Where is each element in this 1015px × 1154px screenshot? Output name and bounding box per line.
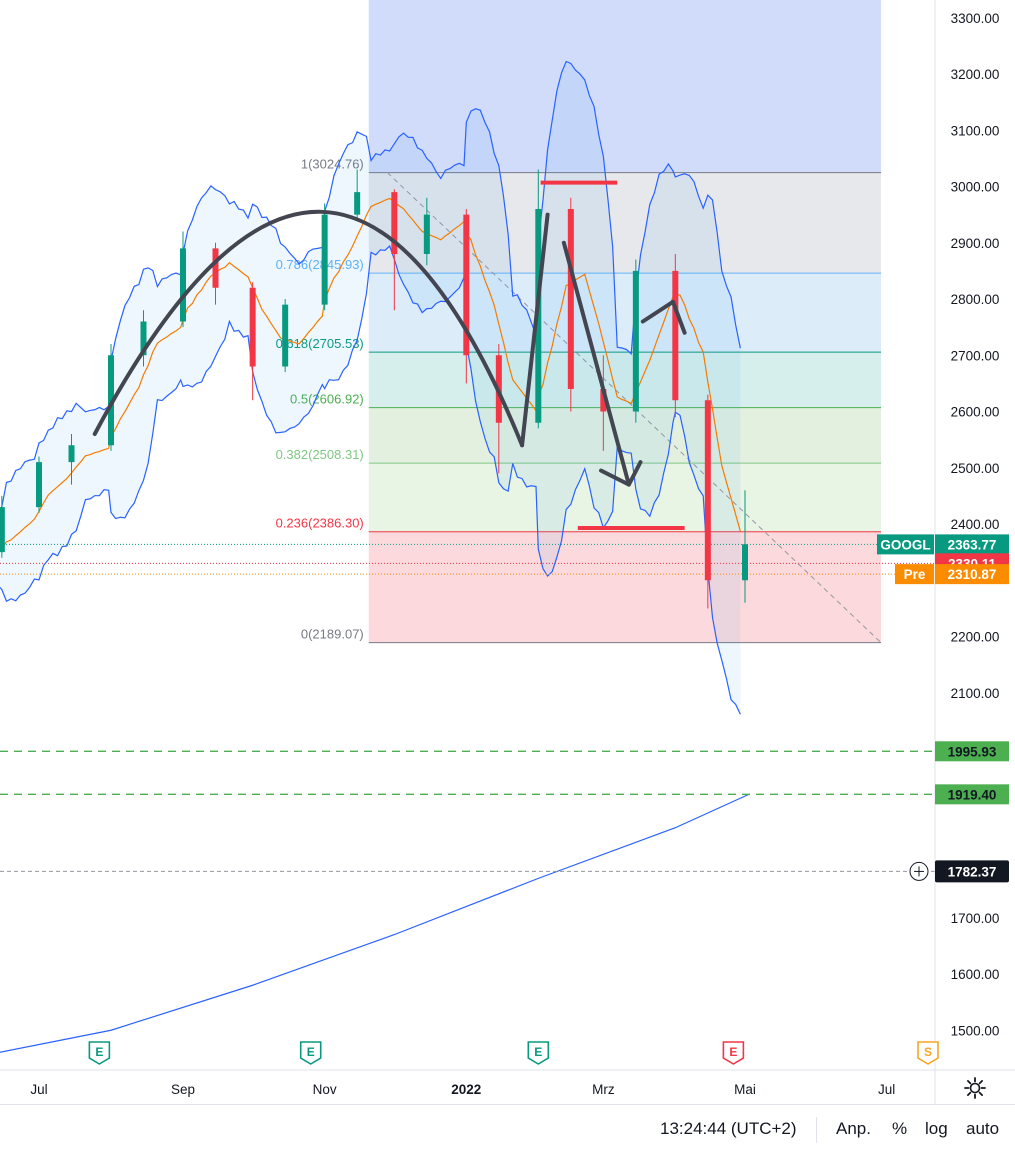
y-tick-label: 2900.00 [951, 236, 1000, 251]
split-event-icon[interactable] [917, 1041, 939, 1065]
candle-body [212, 248, 219, 288]
candle-body [321, 214, 328, 305]
candle-body [282, 304, 289, 367]
bollinger-lower [0, 244, 741, 715]
candle-body [140, 321, 147, 356]
y-tick-label: 3300.00 [951, 11, 1000, 26]
fib-zone [368, 531, 881, 643]
event-marker-letter: E [307, 1045, 315, 1059]
y-tick-label: 2600.00 [951, 405, 1000, 420]
bollinger-upper [0, 60, 741, 514]
alert-level-value: 1919.40 [948, 787, 997, 802]
candle-body [179, 248, 186, 322]
symbol-label-tag [895, 564, 934, 585]
earnings-event-icon[interactable] [722, 1041, 745, 1065]
symbol-label-tag [877, 534, 934, 555]
earnings-event-icon[interactable] [88, 1041, 111, 1065]
earnings-event-icon[interactable] [299, 1041, 322, 1065]
candle-body [107, 355, 114, 446]
symbol-label: Pre [904, 567, 926, 582]
candle-body [0, 507, 5, 553]
corrective-wave-line [640, 299, 687, 335]
crosshair-price-tag [935, 860, 1009, 883]
y-tick-label: 2700.00 [951, 348, 1000, 363]
status-bar: 13:24:44 (UTC+2) Anp. % log auto [0, 1104, 1015, 1154]
candle-body [632, 270, 639, 412]
x-tick-label: 2022 [451, 1082, 481, 1097]
candle-body [354, 192, 361, 215]
x-tick-label: Mrz [592, 1082, 615, 1097]
x-tick-label: Jul [30, 1082, 47, 1097]
event-marker-letter: S [924, 1045, 932, 1059]
gear-icon[interactable] [963, 1076, 987, 1100]
fib-level-label: 0.236(2386.30) [276, 516, 364, 531]
x-tick-label: Jul [878, 1082, 895, 1097]
fib-extension-zone [368, 0, 881, 173]
price-tag-value: 2363.77 [948, 537, 997, 552]
fib-trend-line [387, 172, 882, 644]
long-moving-average [0, 793, 750, 1053]
fib-level-label: 0.5(2606.92) [290, 392, 364, 407]
y-tick-label: 1500.00 [951, 1023, 1000, 1038]
y-tick-label: 2400.00 [951, 517, 1000, 532]
earnings-event-icon[interactable] [527, 1041, 550, 1065]
auto-toggle[interactable]: auto [966, 1119, 1000, 1138]
x-tick-label: Sep [171, 1082, 195, 1097]
candle-body [249, 287, 256, 367]
candle-body [391, 192, 398, 254]
alert-level-tag [935, 784, 1009, 805]
alert-level-value: 1995.93 [948, 744, 997, 759]
candle-body [423, 214, 430, 254]
y-tick-label: 1600.00 [951, 967, 1000, 982]
rounding-top-arc [92, 209, 525, 448]
event-marker-letter: E [95, 1045, 103, 1059]
clock-label[interactable]: 13:24:44 (UTC+2) [660, 1119, 797, 1138]
candle-body [742, 544, 748, 581]
fib-zone [368, 172, 881, 274]
percent-toggle[interactable]: % [892, 1119, 908, 1138]
candle-body [36, 462, 42, 508]
candle-body [704, 400, 711, 581]
crosshair-price-value: 1782.37 [948, 864, 997, 879]
price-tag-value: 2310.87 [948, 567, 997, 582]
status-divider [816, 1117, 817, 1143]
y-tick-label: 2200.00 [951, 630, 1000, 645]
fib-level-label: 0.382(2508.31) [276, 447, 364, 462]
x-tick-label: Mai [734, 1082, 756, 1097]
x-tick-label: Nov [313, 1082, 337, 1097]
event-marker-letter: E [729, 1045, 737, 1059]
price-tag [935, 564, 1009, 585]
alert-level-tag [935, 741, 1009, 762]
y-tick-label: 2500.00 [951, 461, 1000, 476]
fib-zone [368, 407, 881, 464]
y-tick-label: 1700.00 [951, 911, 1000, 926]
impulse-up-line [520, 212, 550, 448]
candle-body [600, 389, 607, 412]
fib-level-label: 1(3024.76) [301, 157, 364, 172]
event-marker-letter: E [534, 1045, 542, 1059]
symbol-label: GOOGL [880, 537, 930, 552]
y-tick-label: 3100.00 [951, 123, 1000, 138]
arrow-head [599, 468, 631, 487]
fib-level-label: 0.786(2845.93) [276, 257, 364, 272]
bollinger-fill [0, 61, 741, 715]
y-tick-label: 2100.00 [951, 686, 1000, 701]
price-chart[interactable]: 1(3024.76) 0.786(2845.93) 0.618(2705.53) 0.… [0, 0, 1015, 1104]
ema-line [0, 197, 741, 551]
fib-level-label: 0.618(2705.53) [276, 336, 364, 351]
candle-body [672, 270, 679, 401]
adjust-toggle[interactable]: Anp. [836, 1119, 871, 1138]
log-toggle[interactable]: log [925, 1119, 948, 1138]
y-tick-label: 3200.00 [951, 67, 1000, 82]
candle-body [463, 214, 470, 356]
y-tick-label: 3000.00 [951, 180, 1000, 195]
candle-body [68, 445, 75, 463]
fib-level-label: 0(2189.07) [301, 627, 364, 642]
candle-body [567, 209, 574, 389]
price-tag [935, 534, 1009, 555]
y-tick-label: 2800.00 [951, 292, 1000, 307]
